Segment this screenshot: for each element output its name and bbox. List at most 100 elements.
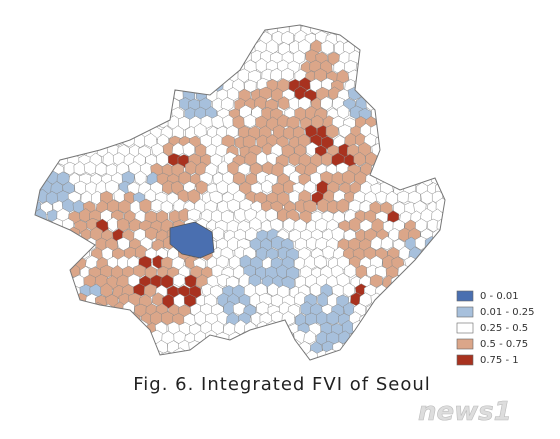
district [61,68,75,83]
district [244,25,258,38]
district [454,135,466,149]
district [408,154,421,170]
district [348,217,362,232]
district [392,330,406,344]
district [124,60,137,75]
district [431,79,445,94]
district [413,32,428,47]
district [195,68,208,84]
legend-label: 0.75 - 1 [480,355,519,366]
district [398,319,413,334]
district [337,25,351,27]
district [72,312,87,327]
district [431,338,444,353]
district [374,356,389,360]
district [281,25,295,28]
district [315,217,329,232]
district [397,172,411,187]
district [53,293,67,308]
legend-swatch [456,322,474,334]
district [410,341,423,355]
district [437,276,445,291]
district [41,349,55,360]
district [79,97,93,112]
district [89,59,103,74]
district [226,25,239,27]
district [19,237,31,251]
district [233,40,247,55]
district [73,12,86,25]
watermark: news1 [418,397,512,427]
district [377,303,390,317]
district [360,25,374,27]
district [35,303,38,318]
district [134,25,147,37]
district [19,332,31,346]
district [84,106,97,121]
district [404,276,418,291]
district [35,77,37,93]
district [404,85,418,101]
district [392,106,406,122]
district [370,51,383,65]
district [35,304,48,319]
district [155,77,169,93]
district [134,339,149,354]
district [399,153,412,168]
district [55,285,69,299]
district [81,25,93,38]
district [179,361,192,374]
district [112,61,126,75]
district [35,313,43,328]
district [415,50,429,65]
district [414,329,428,344]
district [437,256,445,272]
district [201,59,215,75]
district [232,359,246,360]
legend-swatch [456,306,474,318]
district [173,48,187,63]
district [205,68,219,84]
district [139,107,153,122]
district [403,25,417,28]
district [35,256,44,272]
district [115,30,129,45]
district [424,126,438,141]
district [116,125,130,141]
district [143,58,157,75]
district [392,349,406,360]
district [449,33,461,47]
district [62,25,76,28]
district [117,330,131,345]
district [80,301,94,317]
district [199,358,212,360]
district [370,349,384,360]
district [44,338,58,354]
district [50,331,64,346]
district [56,171,70,186]
district [61,104,74,120]
district [436,124,445,140]
district [178,59,192,74]
district [35,41,37,57]
district [94,311,108,325]
district [266,339,279,354]
district [35,339,47,353]
district [436,70,445,85]
district [74,107,87,122]
district [370,25,384,29]
district [449,108,461,122]
district [280,329,294,344]
district [94,25,108,27]
district [315,25,329,27]
district [382,144,395,159]
district [365,338,378,354]
district [452,246,465,259]
district [452,173,465,187]
district [106,105,120,120]
district [78,116,92,132]
district [419,152,432,168]
district [381,88,394,103]
district [56,321,70,336]
